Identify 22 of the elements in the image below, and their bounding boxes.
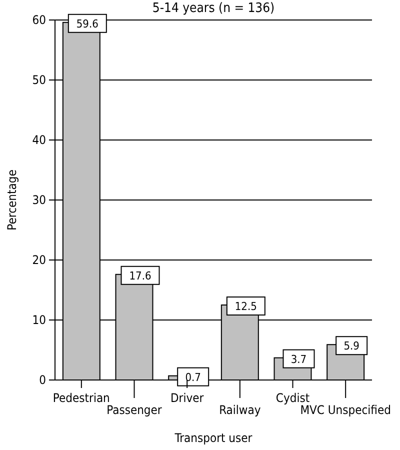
data-label: 5.9	[344, 340, 360, 353]
x-tick-label: Railway	[219, 403, 262, 417]
data-label: 3.7	[290, 352, 307, 366]
y-tick-label: 20	[32, 253, 46, 267]
data-label: 59.6	[76, 17, 98, 30]
x-tick-label: Cydist	[276, 391, 310, 405]
x-tick-label: Driver	[170, 391, 204, 405]
x-tick-label: MVC Unspecified	[300, 403, 391, 417]
y-tick-label: 10	[32, 313, 46, 327]
data-label: 12.5	[234, 300, 257, 313]
y-tick-label: 0	[39, 373, 46, 387]
chart-title: 5-14 years (n = 136)	[152, 1, 275, 16]
x-axis-title: Transport user	[174, 431, 253, 445]
y-tick-label: 30	[32, 193, 46, 207]
data-label: 17.6	[129, 269, 152, 282]
x-tick-label: Pedestrian	[52, 391, 110, 405]
x-tick-label: Passenger	[106, 403, 162, 417]
y-tick-label: 50	[32, 73, 46, 87]
data-label: 0.7	[185, 370, 201, 384]
y-tick-label: 60	[32, 13, 46, 27]
y-axis-title: Percentage	[5, 169, 19, 230]
y-tick-label: 40	[32, 133, 46, 147]
